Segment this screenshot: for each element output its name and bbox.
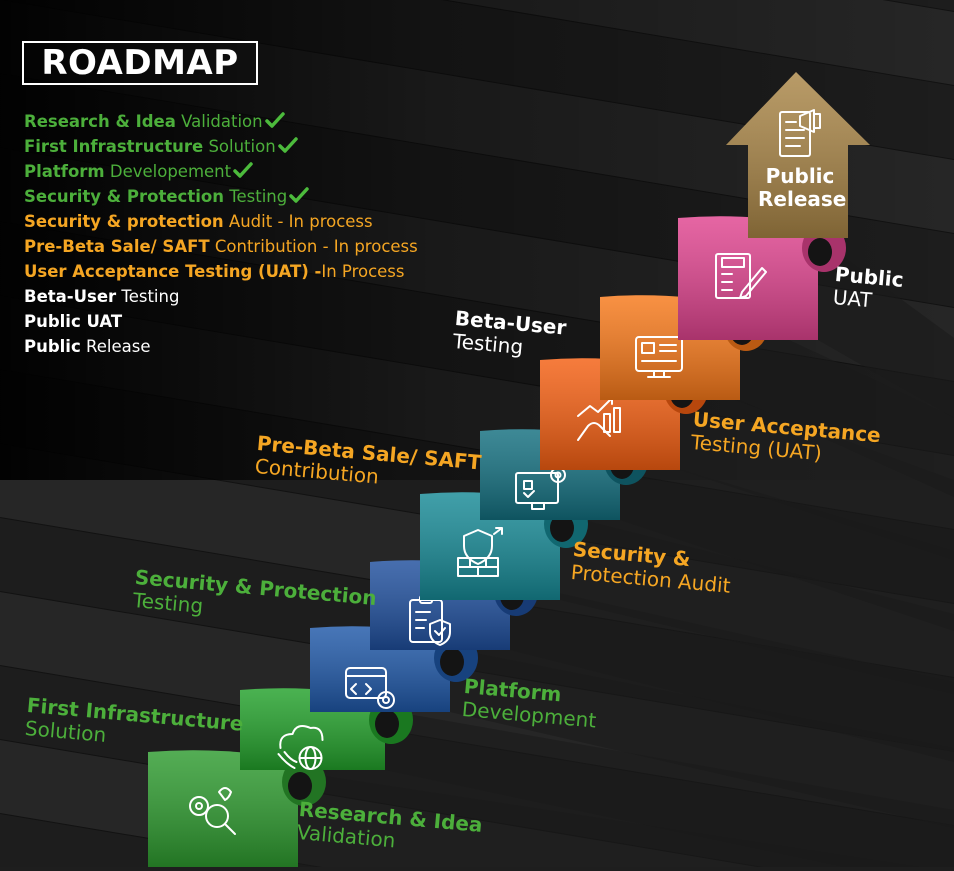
step-label: Public UAT xyxy=(832,262,905,315)
legend-item-bold: Public xyxy=(24,337,81,356)
research-gears-magnifier-icon xyxy=(189,787,236,835)
legend-item: Public Release xyxy=(24,334,418,359)
legend-item: Platform Developement xyxy=(24,159,418,184)
legend-item-rest: In Process xyxy=(321,262,405,281)
legend-item-rest: Testing xyxy=(116,287,180,306)
legend-item: First Infrastructure Solution xyxy=(24,134,418,159)
legend-item-bold: Beta-User xyxy=(24,287,117,306)
roadmap-step xyxy=(678,216,954,418)
code-window-gear-icon xyxy=(345,667,395,709)
roadmap-steps xyxy=(148,72,954,871)
legend-item-bold: First Infrastructure xyxy=(24,137,204,156)
roadmap-title: ROADMAP xyxy=(41,43,239,83)
roadmap-legend: Research & Idea Validation First Infrastr… xyxy=(24,109,418,359)
legend-item-rest: Developement xyxy=(104,162,232,181)
legend-item-rest: Solution xyxy=(203,137,276,156)
legend-item-bold: Pre-Beta Sale/ SAFT xyxy=(24,237,210,256)
step-label: Beta-User Testing xyxy=(452,306,567,363)
monitor-checklist-gear-icon xyxy=(515,467,566,510)
legend-item: Pre-Beta Sale/ SAFT Contribution - In pr… xyxy=(24,234,418,259)
roadmap-title-box: ROADMAP xyxy=(22,41,258,85)
legend-item: Research & Idea Validation xyxy=(24,109,418,134)
legend-item: Security & Protection Testing xyxy=(24,184,418,209)
legend-item-rest: Contribution - In process xyxy=(209,237,418,256)
legend-item: Beta-User Testing xyxy=(24,284,418,309)
legend-item: Public UAT xyxy=(24,309,418,334)
public-release-arrow xyxy=(726,72,870,238)
legend-item-bold: Public UAT xyxy=(24,312,123,331)
monitor-dashboard-icon xyxy=(635,336,683,378)
legend-item-rest: Validation xyxy=(175,112,263,131)
step-label-title: Public xyxy=(765,164,835,188)
legend-item-bold: Research & Idea xyxy=(24,112,176,131)
step-label-subtitle: Release xyxy=(758,187,847,211)
legend-item-rest: Audit - In process xyxy=(223,212,373,231)
check-icon xyxy=(264,109,285,134)
check-icon xyxy=(233,159,253,184)
legend-item-rest: Release xyxy=(80,337,151,356)
cloud-network-globe-icon xyxy=(277,725,324,770)
newspaper-megaphone-icon xyxy=(779,109,821,157)
legend-item-bold: Platform xyxy=(24,162,105,181)
hand-growth-chart-icon xyxy=(577,397,621,441)
check-icon xyxy=(289,184,309,209)
test-document-pen-icon xyxy=(715,253,767,299)
step-label: Public Release xyxy=(758,164,847,211)
roadmap-step xyxy=(420,492,954,694)
check-icon xyxy=(277,134,298,159)
legend-item: User Acceptance Testing (UAT) -In Proces… xyxy=(24,259,418,284)
shield-firewall-icon xyxy=(457,527,503,577)
legend-item-bold: Security & Protection xyxy=(24,187,224,206)
legend-item: Security & protection Audit - In process xyxy=(24,209,418,234)
legend-item-bold: User Acceptance Testing (UAT) - xyxy=(24,262,322,281)
legend-item-rest: Testing xyxy=(223,187,288,206)
legend-item-bold: Security & protection xyxy=(24,212,224,231)
